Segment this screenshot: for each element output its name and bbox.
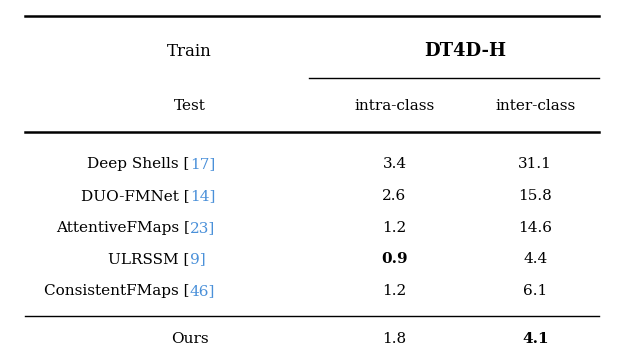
Text: 17]: 17]: [190, 157, 215, 171]
Text: 2.6: 2.6: [383, 189, 407, 203]
Text: 4.1: 4.1: [522, 333, 548, 346]
Text: 46]: 46]: [190, 284, 215, 298]
Text: Train: Train: [167, 43, 212, 60]
Text: Ours: Ours: [171, 333, 208, 346]
Text: ConsistentFMaps [: ConsistentFMaps [: [44, 284, 190, 298]
Text: inter-class: inter-class: [495, 99, 575, 113]
Text: 14.6: 14.6: [518, 221, 552, 235]
Text: 0.9: 0.9: [381, 252, 408, 266]
Text: 6.1: 6.1: [523, 284, 547, 298]
Text: DT4D-H: DT4D-H: [424, 42, 506, 60]
Text: 9]: 9]: [190, 252, 205, 266]
Text: 23]: 23]: [190, 221, 215, 235]
Text: 15.8: 15.8: [519, 189, 552, 203]
Text: 4.4: 4.4: [523, 252, 547, 266]
Text: DUO-FMNet [: DUO-FMNet [: [81, 189, 190, 203]
Text: 3.4: 3.4: [383, 157, 407, 171]
Text: Test: Test: [173, 99, 206, 113]
Text: 1.8: 1.8: [383, 333, 407, 346]
Text: 1.2: 1.2: [383, 221, 407, 235]
Text: intra-class: intra-class: [354, 99, 435, 113]
Text: Deep Shells [: Deep Shells [: [87, 157, 190, 171]
Text: AttentiveFMaps [: AttentiveFMaps [: [56, 221, 190, 235]
Text: 31.1: 31.1: [519, 157, 552, 171]
Text: ULRSSM [: ULRSSM [: [109, 252, 190, 266]
Text: 14]: 14]: [190, 189, 215, 203]
Text: 1.2: 1.2: [383, 284, 407, 298]
